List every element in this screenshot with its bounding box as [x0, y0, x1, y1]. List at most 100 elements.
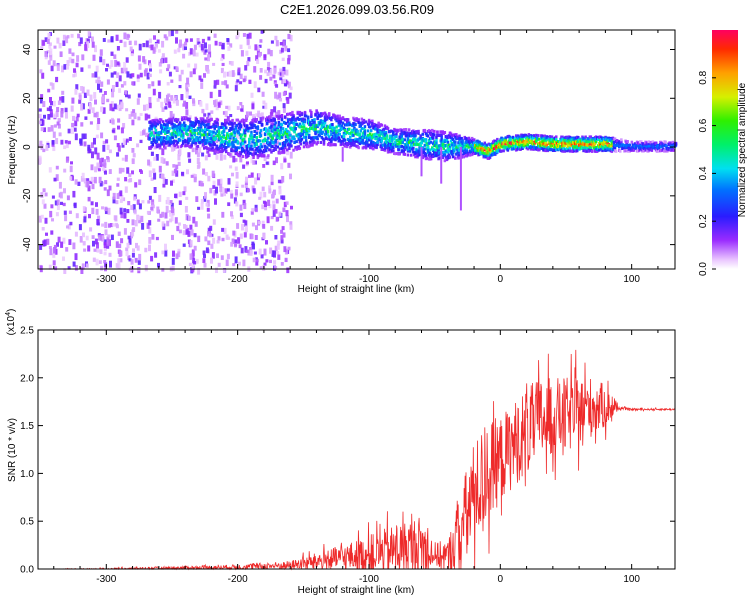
ridge-cell — [283, 143, 287, 147]
ridge-cell — [419, 134, 422, 138]
noise-cell — [282, 146, 286, 152]
ridge-cell — [440, 133, 443, 137]
noise-cell — [282, 107, 286, 113]
noise-cell — [71, 122, 75, 128]
ridge-cell — [328, 112, 331, 116]
ridge-cell — [349, 123, 352, 127]
ridge-cell — [212, 148, 215, 152]
noise-cell — [177, 154, 181, 161]
ridge-cell — [201, 121, 205, 125]
ridge-cell — [613, 137, 617, 141]
noise-cell — [48, 167, 52, 173]
noise-cell — [200, 43, 204, 51]
ridge-cell — [211, 146, 214, 150]
noise-cell — [205, 65, 208, 71]
ridge-cell — [165, 119, 168, 123]
ridge-cell — [214, 132, 217, 135]
ridge-cell — [174, 117, 178, 121]
noise-cell — [221, 42, 225, 50]
noise-cell — [101, 206, 104, 210]
ridge-cell — [467, 138, 471, 142]
ridge-cell — [366, 129, 370, 133]
noise-cell — [189, 253, 193, 260]
ridge-cell — [375, 145, 378, 149]
ridge-cell — [544, 141, 547, 145]
noise-cell — [83, 92, 87, 98]
noise-cell — [278, 211, 282, 217]
noise-cell — [261, 204, 265, 210]
ridge-cell — [313, 136, 316, 140]
ridge-cell — [324, 137, 328, 140]
ridge-cell — [299, 142, 303, 146]
noise-cell — [274, 235, 278, 240]
noise-cell — [210, 243, 214, 249]
ridge-cell — [287, 124, 290, 128]
ridge-cell — [465, 149, 469, 153]
ridge-cell — [194, 141, 198, 145]
noise-cell — [196, 157, 200, 165]
noise-cell — [120, 211, 124, 219]
noise-cell — [269, 112, 273, 116]
noise-cell — [44, 217, 48, 224]
noise-cell — [109, 260, 112, 268]
ridge-cell — [561, 149, 564, 153]
ridge-cell — [278, 142, 282, 146]
ridge-cell — [411, 144, 414, 148]
noise-cell — [192, 216, 196, 224]
noise-cell — [246, 38, 250, 46]
noise-cell — [222, 268, 226, 273]
noise-cell — [115, 34, 119, 41]
ridge-cell — [287, 135, 290, 139]
ridge-cell — [614, 144, 618, 148]
noise-cell — [109, 223, 113, 228]
ridge-cell — [207, 123, 210, 126]
noise-cell — [63, 168, 67, 173]
noise-cell — [92, 240, 95, 247]
noise-cell — [250, 156, 254, 164]
noise-cell — [87, 31, 91, 37]
noise-cell — [259, 114, 263, 118]
ridge-cell — [323, 132, 327, 136]
noise-cell — [196, 38, 200, 45]
noise-cell — [242, 199, 246, 206]
ridge-cell — [307, 128, 310, 131]
noise-cell — [112, 196, 116, 204]
ridge-cell — [395, 135, 398, 138]
ridge-cell — [193, 130, 196, 134]
noise-cell — [75, 213, 79, 219]
noise-cell — [161, 173, 165, 178]
ridge-cell — [245, 119, 248, 122]
noise-cell — [40, 214, 44, 219]
ridge-cell — [514, 137, 517, 140]
noise-cell — [68, 210, 72, 214]
noise-cell — [247, 45, 251, 49]
ridge-cell — [298, 136, 302, 140]
noise-cell — [48, 246, 52, 250]
noise-cell — [162, 223, 166, 230]
noise-cell — [203, 196, 207, 202]
noise-cell — [243, 203, 247, 210]
noise-cell — [172, 250, 175, 257]
noise-cell — [251, 185, 255, 191]
noise-cell — [281, 57, 285, 62]
ridge-cell — [392, 149, 395, 153]
noise-cell — [263, 54, 267, 61]
noise-cell — [173, 49, 177, 54]
noise-cell — [121, 157, 125, 161]
noise-cell — [177, 251, 181, 258]
noise-cell — [268, 185, 272, 189]
ridge-cell — [672, 148, 676, 152]
noise-cell — [59, 51, 63, 58]
noise-cell — [175, 99, 179, 106]
noise-cell — [93, 248, 97, 252]
ridge-cell — [502, 149, 505, 153]
noise-cell — [74, 120, 78, 127]
noise-cell — [193, 245, 197, 251]
noise-cell — [253, 81, 257, 89]
noise-cell — [186, 77, 190, 85]
noise-cell — [174, 193, 177, 199]
noise-cell — [245, 249, 249, 253]
noise-cell — [215, 106, 219, 111]
noise-cell — [252, 150, 256, 154]
